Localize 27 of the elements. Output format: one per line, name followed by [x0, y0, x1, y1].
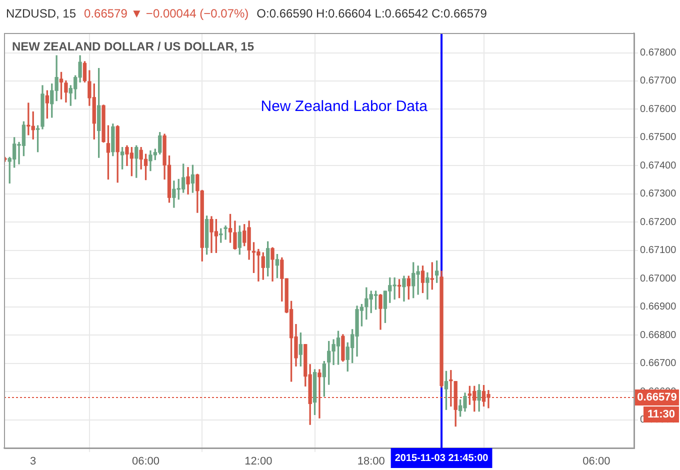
text: 0.66579 ▼ −0.00044 (−0.07%) — [84, 6, 249, 20]
text: 11:30 — [647, 408, 675, 420]
text: NZDUSD, 15 — [6, 6, 76, 20]
x-tick-label: 06:00 — [582, 456, 610, 468]
y-tick-label: 0.67400 — [640, 160, 677, 172]
x-tick-label: 18:00 — [357, 456, 385, 468]
ref-line-label: 2015-11-03 21:45:00 — [394, 452, 489, 464]
y-tick-label: 0.67500 — [640, 132, 677, 144]
x-tick-label: 12:00 — [244, 456, 272, 468]
x-tick-label: 3 — [30, 456, 36, 468]
text: O:0.66590 H:0.66604 L:0.66542 C:0.66579 — [256, 6, 488, 20]
annotation: New Zealand Labor Data — [260, 98, 428, 116]
text: NEW ZEALAND DOLLAR / US DOLLAR, 15 — [12, 39, 254, 54]
y-tick-label: 0.67300 — [640, 188, 677, 200]
y-tick-label: 0.67800 — [640, 48, 677, 59]
y-tick-label: 0.66800 — [640, 330, 677, 341]
y-tick-label: 0.66700 — [640, 358, 677, 370]
y-tick-label: 0.67000 — [640, 273, 677, 284]
x-tick-label: 06:00 — [132, 456, 160, 468]
y-tick-label: 0.67200 — [640, 216, 677, 228]
y-tick-label: 0.67100 — [640, 245, 677, 256]
y-tick-label: 0.67600 — [640, 104, 677, 115]
candlestick — [426, 272, 430, 300]
ref-line-label: 0.66579 — [637, 391, 677, 404]
candlestick — [224, 225, 228, 240]
y-tick-label: 0.66900 — [640, 302, 677, 313]
y-tick-label: 0.67700 — [640, 76, 677, 87]
